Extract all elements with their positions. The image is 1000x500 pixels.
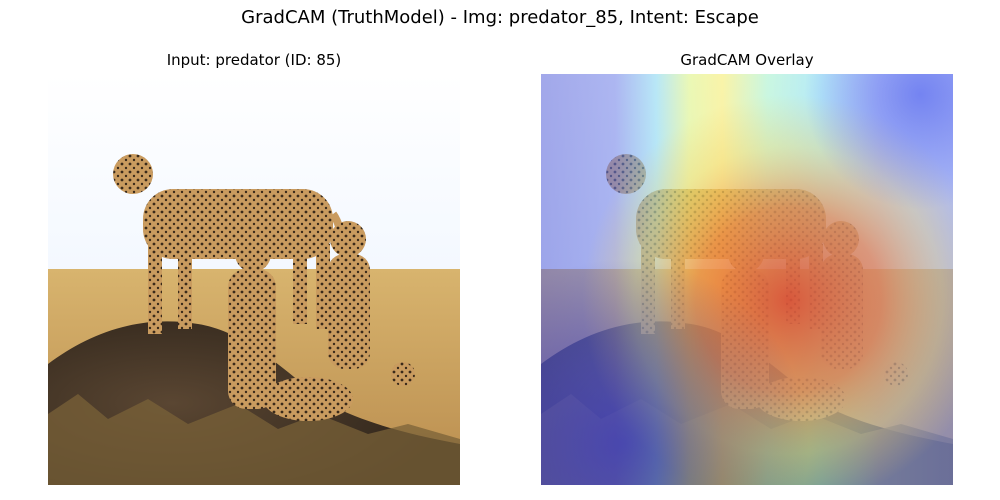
cheetah-seated-middle <box>228 236 276 409</box>
heatmap-top-right-cold <box>541 74 953 485</box>
gradcam-overlay-panel <box>541 74 953 485</box>
input-image-panel <box>48 74 460 485</box>
foreground-grass <box>48 394 460 485</box>
figure-title: GradCAM (TruthModel) - Img: predator_85,… <box>241 7 759 28</box>
input-image <box>48 74 460 485</box>
cheetah-right <box>328 221 370 369</box>
overlay-panel-title: GradCAM Overlay <box>680 51 814 69</box>
cheetah-cub <box>263 362 415 421</box>
cheetah-standing <box>113 154 349 334</box>
gradcam-overlay-image <box>541 74 953 485</box>
input-panel-title: Input: predator (ID: 85) <box>166 51 342 69</box>
